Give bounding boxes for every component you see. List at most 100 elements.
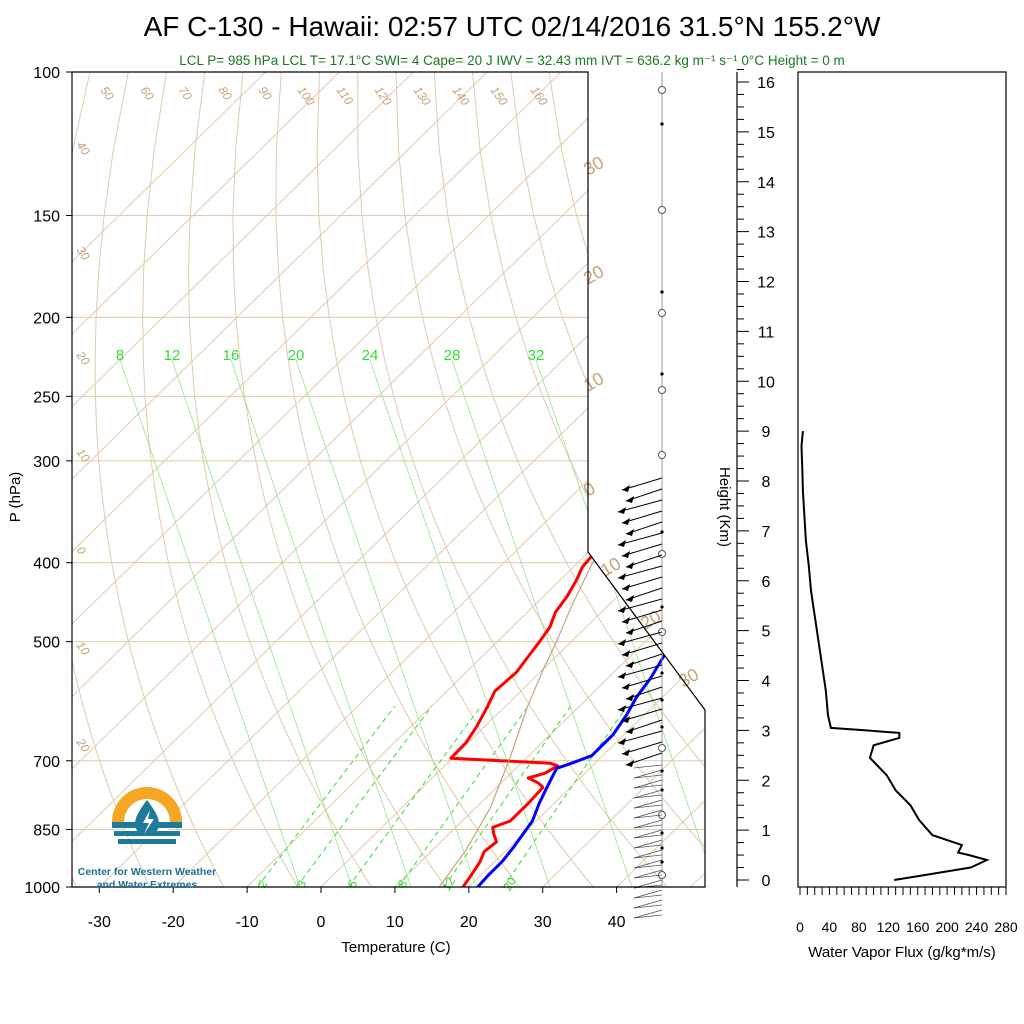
level-dot (660, 831, 664, 835)
wind-barb (633, 889, 663, 899)
flux-profile-line (800, 431, 990, 881)
x-tick-label: 30 (534, 914, 552, 931)
moist-guide-line (119, 359, 301, 887)
wind-barb (633, 819, 663, 829)
wind-barb (633, 799, 663, 809)
wind-barb (633, 779, 663, 789)
wind-barb (633, 849, 663, 859)
calm-marker (658, 86, 666, 94)
isotherm-line (72, 72, 705, 887)
wind-barb (633, 894, 663, 899)
dry-adiabat (275, 72, 520, 887)
height-tick-label: 4 (762, 674, 771, 691)
height-tick-label: 0 (762, 873, 771, 890)
level-dot (660, 372, 664, 376)
height-tick-label: 6 (762, 574, 771, 591)
isotherm-line (72, 72, 705, 887)
y-tick-label: 100 (33, 65, 60, 82)
barb-flag (626, 529, 634, 536)
isotherm-line (72, 72, 414, 887)
mixing-ratio-line (348, 705, 482, 887)
adiabat-label: 140 (450, 84, 473, 109)
x-axis-label: Temperature (C) (341, 939, 450, 956)
wind-barb (617, 499, 663, 513)
wind-barb (617, 532, 663, 546)
mixing-ratio-label: 12 (164, 347, 181, 364)
adiabat-label: 30 (74, 244, 93, 263)
wind-barb (617, 598, 663, 612)
profiles (438, 72, 705, 887)
temperature-line (449, 471, 656, 887)
adiabat-label: 160 (528, 84, 551, 109)
y-axis-label: P (hPa) (7, 472, 24, 523)
dry-adiabat (316, 72, 594, 887)
chart-title: AF C-130 - Hawaii: 02:57 UTC 02/14/2016 … (144, 11, 881, 42)
wind-barb (633, 909, 663, 919)
cw3e-logo: Center for Western Weather and Water Ext… (78, 787, 216, 891)
wind-barb (633, 794, 663, 799)
height-tick-label: 12 (757, 275, 775, 292)
height-tick-label: 1 (762, 823, 771, 840)
height-tick-label: 2 (762, 773, 771, 790)
mixing-ratio-label: 16 (223, 347, 240, 364)
flux-tick-label: 160 (906, 919, 930, 935)
isotherm-line (320, 72, 705, 887)
moist-adiabat-label: 10 (580, 368, 607, 395)
adiabat-label: 0 (74, 544, 89, 558)
wind-barb (633, 859, 663, 869)
dry-adiabat (357, 72, 668, 887)
x-tick-label: 0 (317, 914, 326, 931)
wind-barb (633, 769, 663, 779)
height-tick-label: 13 (757, 225, 775, 242)
wind-barb (633, 829, 663, 839)
barb-flag (622, 617, 630, 624)
barb-flag (626, 595, 634, 602)
bolt-icon (143, 810, 154, 834)
dry-adiabat (548, 72, 705, 887)
mixing-ratio-line (503, 705, 628, 887)
barb-flag (626, 694, 634, 701)
wind-barb (633, 854, 663, 859)
flux-tick-label: 0 (796, 919, 804, 935)
calm-marker (658, 206, 666, 214)
y-tick-label: 850 (33, 822, 60, 839)
flux-tick-label: 80 (851, 919, 867, 935)
height-tick-label: 11 (758, 324, 775, 341)
dry-adiabat (701, 72, 705, 887)
barb-flag (622, 650, 630, 657)
y-tick-label: 1000 (24, 880, 60, 897)
height-tick-label: 16 (757, 75, 775, 92)
isotherm-line (72, 72, 266, 887)
wind-barb (633, 839, 663, 849)
mixing-ratio-label: 32 (528, 347, 545, 364)
dry-adiabat (142, 72, 299, 887)
barb-flag (618, 573, 626, 580)
isotherm-line (616, 72, 705, 887)
y-tick-label: 300 (33, 454, 60, 471)
dry-adiabat (472, 72, 705, 887)
dry-adiabat (72, 72, 151, 887)
dry-adiabat (893, 72, 1024, 887)
moist-guide-line (171, 359, 353, 887)
wind-barb (617, 631, 663, 645)
flux-panel-frame (797, 71, 1007, 888)
mixing-ratio-label: 28 (444, 347, 461, 364)
barb-flag (626, 727, 634, 734)
wind-barbs (617, 72, 666, 919)
barb-flag (618, 738, 626, 745)
y-tick-label: 150 (33, 209, 60, 226)
dry-adiabat (625, 72, 705, 887)
dry-adiabat (188, 72, 373, 887)
wind-barb (617, 730, 663, 744)
moist-guide-line (295, 359, 477, 887)
dry-adiabat (433, 72, 705, 887)
barb-flag (626, 562, 634, 569)
barb-flag (622, 485, 630, 492)
flux-axes: 0 40 80 120 160 200 240 280 (796, 887, 1018, 935)
height-tick-label: 15 (757, 125, 775, 142)
height-tick-label: 3 (762, 723, 771, 740)
flux-x-axis-label: Water Vapor Flux (g/kg*m/s) (808, 944, 996, 961)
mixing-ratio-label: 5 (345, 877, 361, 890)
